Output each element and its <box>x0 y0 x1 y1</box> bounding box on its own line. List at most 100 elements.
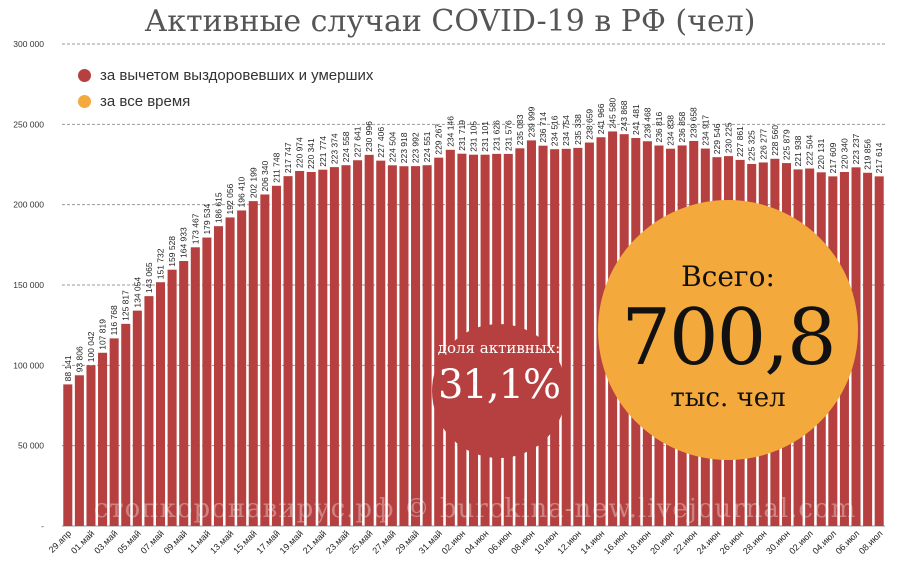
data-label: 226 277 <box>758 128 768 159</box>
bar <box>132 310 142 526</box>
data-label: 229 267 <box>434 124 444 155</box>
data-label: 220 131 <box>816 138 826 169</box>
data-label: 225 325 <box>747 130 757 161</box>
bar <box>167 269 177 526</box>
bar <box>434 157 444 526</box>
data-label: 116 768 <box>109 305 119 335</box>
x-tick-label: 13.май <box>208 528 235 555</box>
data-label: 239 999 <box>526 106 536 137</box>
x-tick-label: 03.май <box>92 528 119 555</box>
data-label: 234 838 <box>666 115 676 146</box>
bar <box>445 149 455 526</box>
x-tick-label: 29.май <box>394 528 421 555</box>
data-label: 224 551 <box>422 131 432 162</box>
y-tick-label: - <box>41 521 44 531</box>
y-tick-label: 250 000 <box>13 119 44 129</box>
data-label: 224 504 <box>387 131 397 162</box>
bar <box>213 226 224 526</box>
data-label: 231 576 <box>503 120 513 151</box>
active-share-label: доля активных: <box>437 339 561 357</box>
x-tick-label: 08.июл <box>857 528 885 556</box>
data-label: 236 858 <box>677 111 687 142</box>
active-share-badge: доля активных: 31,1% <box>432 324 566 458</box>
bar <box>561 148 571 527</box>
x-tick-label: 22.июн <box>671 528 699 556</box>
x-tick-label: 30.июн <box>764 528 792 556</box>
x-tick-label: 06.июн <box>486 528 514 556</box>
data-label: 236 816 <box>654 112 664 143</box>
data-label: 206 340 <box>260 160 270 191</box>
bar <box>306 171 316 526</box>
x-tick-label: 23.май <box>324 528 351 555</box>
data-label: 227 861 <box>735 126 745 157</box>
x-tick-label: 05.май <box>115 528 142 555</box>
legend-label-total: за все время <box>100 92 191 110</box>
x-tick-label: 28.июн <box>741 528 769 556</box>
x-tick-label: 24.июн <box>695 528 723 556</box>
data-label: 234 754 <box>561 115 571 146</box>
legend: за вычетом выздоровевших и умерших за вс… <box>78 62 373 114</box>
data-label: 231 105 <box>469 121 479 152</box>
bar <box>179 261 189 526</box>
x-tick-label: 18.июн <box>625 528 653 556</box>
data-label: 159 528 <box>167 236 177 267</box>
data-label: 219 856 <box>863 139 873 170</box>
data-label: 241 966 <box>596 103 606 134</box>
data-label: 241 481 <box>631 104 641 135</box>
data-label: 202 199 <box>248 167 258 198</box>
data-label: 211 748 <box>271 152 281 182</box>
total-cases-value: 700,8 <box>621 293 836 383</box>
x-tick-label: 12.июн <box>555 528 583 556</box>
x-tick-label: 09.май <box>162 528 189 555</box>
data-label: 239 468 <box>642 107 652 138</box>
x-tick-label: 02.июл <box>787 528 815 556</box>
data-label: 231 101 <box>480 121 490 152</box>
data-label: 173 467 <box>190 213 200 244</box>
data-label: 227 406 <box>376 127 386 158</box>
bar <box>329 167 339 527</box>
data-label: 217 609 <box>828 142 838 173</box>
data-label: 93 806 <box>74 346 84 372</box>
data-label: 217 747 <box>283 142 293 173</box>
data-label: 229 546 <box>712 123 722 154</box>
bar <box>550 149 560 527</box>
bar <box>538 145 548 526</box>
data-label: 196 410 <box>237 176 247 207</box>
active-share-value: 31,1% <box>437 362 561 408</box>
data-label: 220 340 <box>839 138 849 169</box>
data-label: 230 225 <box>724 122 734 153</box>
bar <box>74 375 84 526</box>
bar <box>225 217 235 526</box>
bar <box>260 194 270 526</box>
bar <box>156 282 166 526</box>
x-tick-label: 06.июл <box>834 528 862 556</box>
data-label: 223 918 <box>399 132 409 163</box>
data-label: 234 146 <box>445 116 455 147</box>
data-label: 230 996 <box>364 121 374 152</box>
bar <box>399 166 409 527</box>
y-tick-label: 100 000 <box>13 360 44 370</box>
x-tick-label: 02.июн <box>440 528 468 556</box>
bar <box>283 176 293 527</box>
bar <box>98 352 108 526</box>
data-label: 88 141 <box>63 355 73 381</box>
x-tick-label: 27.май <box>370 528 397 555</box>
data-label: 134 054 <box>132 277 142 308</box>
data-label: 234 516 <box>550 115 560 146</box>
data-label: 143 065 <box>144 262 154 293</box>
bar <box>422 165 432 527</box>
data-label: 107 819 <box>98 319 108 350</box>
bar <box>341 165 351 526</box>
bar <box>121 323 131 526</box>
data-label: 100 042 <box>86 331 96 362</box>
bar <box>295 170 305 526</box>
data-label: 223 237 <box>851 133 861 164</box>
data-label: 125 817 <box>121 290 131 321</box>
data-label: 224 558 <box>341 131 351 162</box>
bar <box>86 365 96 526</box>
x-tick-label: 08.июн <box>509 528 537 556</box>
data-label: 231 626 <box>492 120 502 151</box>
x-tick-label: 10.июн <box>532 528 560 556</box>
data-label: 238 659 <box>584 109 594 140</box>
bar <box>190 247 200 526</box>
